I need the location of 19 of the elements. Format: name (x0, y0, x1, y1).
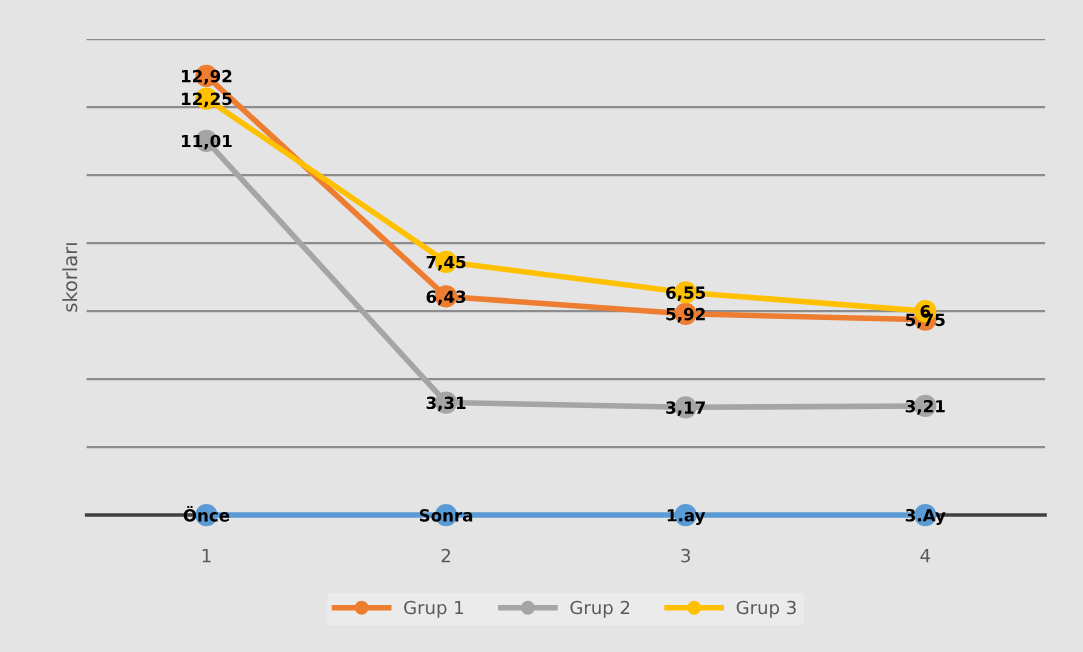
data-label: 11,01 (181, 134, 232, 150)
data-label: 3,21 (905, 399, 945, 415)
y-axis-title: skorları (62, 243, 78, 312)
legend-label: Grup 1 (404, 600, 464, 618)
x-tick-label: 2 (441, 548, 450, 563)
x-tick-label: 1 (202, 548, 211, 563)
data-label: 6,55 (666, 286, 706, 302)
data-label: 3,17 (666, 401, 705, 417)
data-label: 5,92 (666, 307, 705, 323)
data-label: 12,25 (181, 92, 232, 108)
legend-label: Grup 3 (736, 600, 796, 618)
annotation: Önce (183, 505, 230, 522)
annotation: 3.Ay (905, 508, 946, 525)
x-tick-label: 4 (920, 548, 931, 563)
annotation: Sonra (419, 509, 473, 522)
legend-label: Grup 2 (570, 600, 630, 618)
annotation: 1.ay (667, 509, 706, 525)
x-tick-label: 3 (681, 548, 690, 563)
data-label: 3,31 (426, 396, 466, 412)
